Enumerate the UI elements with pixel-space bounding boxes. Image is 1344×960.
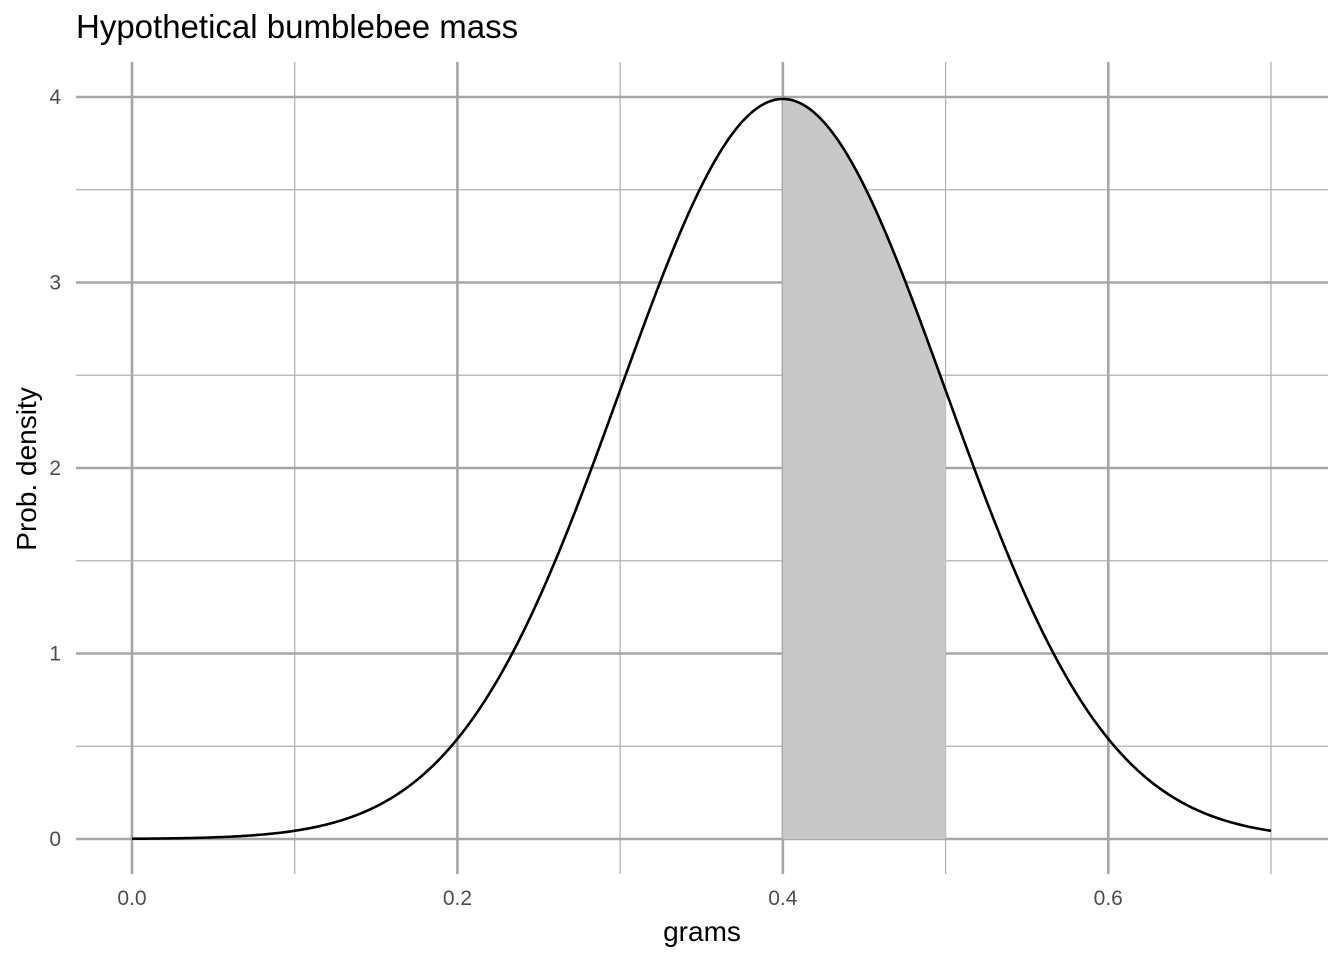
density-curve xyxy=(131,97,1272,841)
y-tick-label: 3 xyxy=(49,272,61,295)
shaded-probability-area xyxy=(782,98,946,839)
x-tick-label: 0.0 xyxy=(117,887,146,910)
x-tick-label: 0.6 xyxy=(1094,887,1123,910)
y-tick-label: 0 xyxy=(49,828,61,851)
y-axis-tick-labels: 0 1 2 3 4 xyxy=(49,86,61,851)
x-tick-label: 0.4 xyxy=(768,887,798,910)
chart-title: Hypothetical bumblebee mass xyxy=(76,8,518,45)
major-gridlines xyxy=(76,62,1328,874)
x-tick-label: 0.2 xyxy=(443,887,472,910)
y-tick-label: 1 xyxy=(49,643,61,666)
x-axis-tick-labels: 0.0 0.2 0.4 0.6 xyxy=(117,887,1122,910)
y-axis-label: Prob. density xyxy=(11,387,42,550)
minor-gridlines xyxy=(76,62,1328,874)
x-axis-label: grams xyxy=(663,916,741,947)
y-tick-label: 2 xyxy=(49,457,61,480)
y-tick-label: 4 xyxy=(49,86,61,109)
